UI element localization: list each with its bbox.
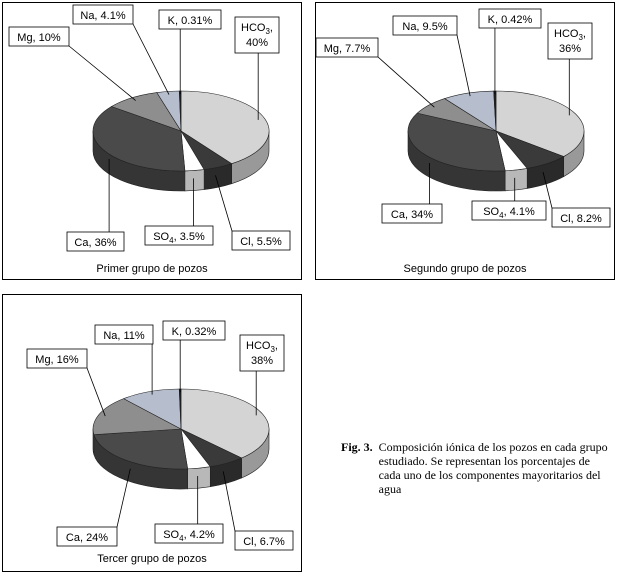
label-box-na: [392, 15, 458, 36]
leader-line-mg: [68, 45, 136, 101]
data-label-mg: Mg, 10%: [17, 32, 61, 44]
label-box-cl: [551, 207, 611, 228]
data-label-hco3: HCO3,: [554, 28, 586, 42]
data-label-na: Na, 4.1%: [80, 10, 125, 22]
leader-line-na: [456, 34, 471, 97]
data-label-mg: Mg, 16%: [35, 354, 79, 366]
label-box-mg: [8, 26, 70, 47]
pie-chart-segundo-grupo: HCO3,36% Cl, 8.2% SO4, 4.1% Ca, 34% Mg, 7.7%…: [316, 8, 611, 228]
pie-slice-hco3: [180, 90, 270, 165]
leader-line-cl: [222, 471, 236, 532]
pie-chart-primer-grupo: HCO3,40% Cl, 5.5% SO4, 3.5% Ca, 36% Mg, 10% N…: [8, 4, 291, 252]
label-box-ca: [66, 231, 125, 252]
chart-title: Tercer grupo de pozos: [97, 553, 207, 565]
label-box-ca: [56, 526, 118, 547]
label-box-hco3: [239, 334, 285, 372]
data-label-hco3: HCO3,: [246, 340, 278, 354]
pie-side-so4: [187, 466, 211, 490]
data-label-k: K, 0.32%: [172, 326, 217, 338]
label-box-k: [162, 320, 226, 341]
data-label-so4: SO4, 3.5%: [153, 231, 205, 245]
pie-labels: HCO3,40% Cl, 5.5% SO4, 3.5% Ca, 36% Mg, 10% N…: [8, 4, 291, 252]
label-box-k: [158, 9, 222, 30]
label-box-hco3: [547, 22, 593, 60]
leader-line-na: [132, 23, 170, 95]
pie-slice-ca: [92, 106, 186, 172]
data-label-so4: SO4, 4.1%: [483, 206, 535, 220]
data-label-ca: Ca, 34%: [391, 209, 433, 221]
chart-title: Segundo grupo de pozos: [403, 263, 527, 275]
caption-label: Fig. 3.: [341, 440, 373, 454]
pie-slice-mg: [92, 398, 183, 435]
data-label-so4: SO4, 4.2%: [163, 529, 215, 543]
label-box-cl: [234, 530, 294, 551]
leader-line-cl: [215, 175, 233, 232]
data-label-na: Na, 9.5%: [402, 21, 447, 33]
pie-side-so4: [184, 169, 205, 192]
pie-slice-ca: [93, 428, 189, 470]
data-label-ca: Ca, 36%: [74, 237, 116, 249]
data-label-hco3-pct: 36%: [559, 43, 581, 55]
label-box-so4: [471, 200, 547, 221]
leader-line-mg: [377, 56, 435, 108]
pie-chart-tercer-grupo: HCO3,38% Cl, 6.7% SO4, 4.2% Ca, 24% Mg, 16% N…: [26, 320, 294, 551]
chart-title: Primer grupo de pozos: [96, 263, 208, 275]
data-label-na: Na, 11%: [103, 330, 145, 342]
leader-line-ca: [116, 468, 131, 528]
label-box-ca: [381, 203, 443, 224]
label-box-so4: [144, 225, 214, 246]
label-box-so4: [154, 523, 224, 544]
label-box-mg: [316, 37, 379, 58]
data-label-mg: Mg, 7.7%: [324, 43, 371, 55]
data-label-k: K, 0.42%: [488, 14, 533, 26]
label-box-na: [72, 4, 134, 25]
data-label-ca: Ca, 24%: [66, 532, 108, 544]
chart-panel-tercer-grupo: HCO3, 38% Cl, 6.7% SO4, 4.2% Ca, 24% Mg, 16% N…: [2, 294, 302, 572]
pie-top: [407, 90, 585, 172]
leader-line-mg: [86, 367, 106, 417]
label-box-mg: [26, 348, 88, 369]
caption-text: Composición iónica de los pozos en cada …: [378, 440, 608, 496]
data-label-k: K, 0.31%: [168, 15, 213, 27]
label-box-cl: [231, 230, 291, 251]
pie-sides: [92, 428, 270, 490]
data-label-cl: Cl, 8.2%: [560, 213, 602, 225]
data-label-cl: Cl, 5.5%: [240, 236, 282, 248]
pie-top: [92, 388, 270, 470]
data-label-cl: Cl, 6.7%: [243, 536, 285, 548]
pie-slice-hco3: [180, 388, 270, 459]
label-box-na: [94, 324, 154, 345]
data-label-hco3: HCO3,: [241, 22, 273, 36]
pie-labels: HCO3,38% Cl, 6.7% SO4, 4.2% Ca, 24% Mg, 16% N…: [26, 320, 294, 551]
figure-caption: Fig. 3. Composición iónica de los pozos …: [341, 440, 611, 496]
chart-panel-primer-grupo: HCO3, 40% Cl, 5.5% SO4, 3.5% Ca, 36% Mg, 10% N…: [2, 2, 302, 280]
chart-panel-segundo-grupo: HCO3, 36% Cl, 8.2% SO4, 4.1% Ca, 34% Mg, 7.7%…: [315, 2, 615, 280]
label-box-hco3: [234, 16, 280, 54]
leader-line-cl: [542, 171, 553, 209]
pie-side-so4: [504, 168, 528, 192]
pie-top: [92, 90, 270, 172]
label-box-k: [478, 8, 542, 29]
data-label-hco3-pct: 38%: [251, 355, 273, 367]
pie-labels: HCO3,36% Cl, 8.2% SO4, 4.1% Ca, 34% Mg, 7.7%…: [316, 8, 611, 228]
data-label-hco3-pct: 40%: [246, 37, 268, 49]
pie-slice-hco3: [495, 90, 585, 157]
